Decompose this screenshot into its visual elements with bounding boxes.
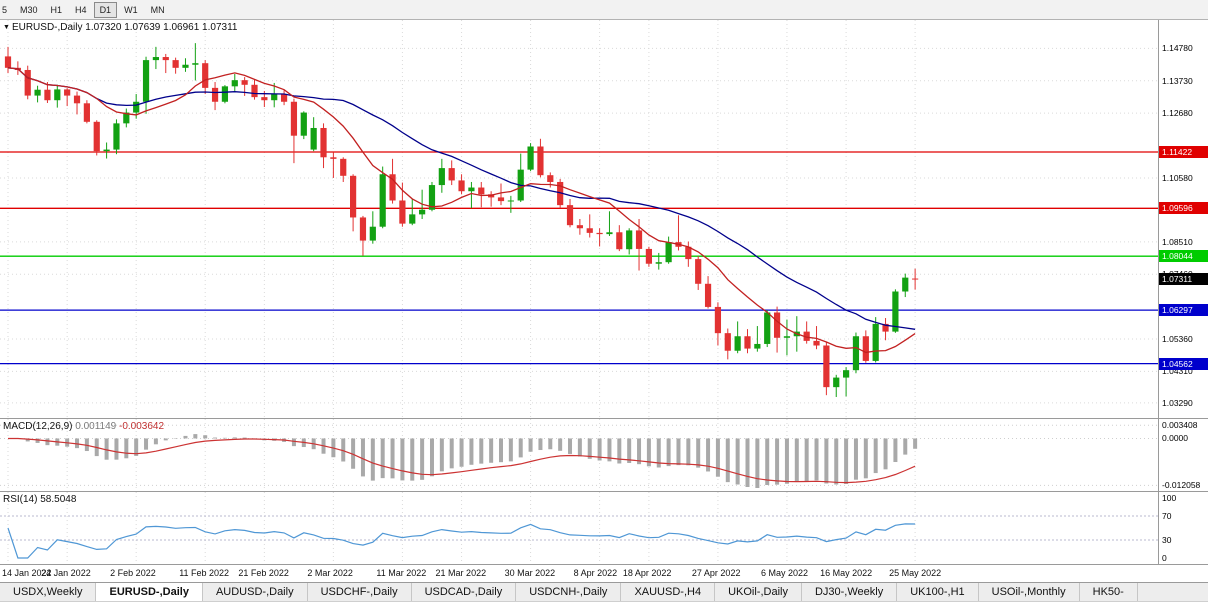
main-chart-row: ▼ EURUSD-,Daily 1.07320 1.07639 1.06961 1… <box>0 20 1208 418</box>
date-tick-label: 11 Feb 2022 <box>179 568 230 578</box>
macd-signal-line <box>8 437 916 484</box>
grid-layer <box>0 20 1158 418</box>
main-chart-canvas[interactable] <box>0 20 1158 418</box>
chart-tab-usdcnh-daily[interactable]: USDCNH-,Daily <box>516 583 622 601</box>
date-tick-label: 11 Mar 2022 <box>376 568 427 578</box>
level-price-badge: 1.11422 <box>1159 145 1208 158</box>
candles-layer <box>4 43 919 398</box>
chart-tab-hk50-[interactable]: HK50- <box>1080 583 1138 601</box>
date-tick-label: 6 May 2022 <box>760 568 808 578</box>
timeframe-button-w1[interactable]: W1 <box>124 4 138 15</box>
rsi-tick: 30 <box>1162 535 1172 545</box>
ma-line-10 <box>7 67 916 354</box>
timeframe-toolbar: 5 M30 H1 H4 D1 W1 MN <box>0 0 1208 20</box>
chart-tab-bar: USDX,Weekly EURUSD-,Daily AUDUSD-,Daily USD… <box>0 582 1208 612</box>
price-tick: 1.04310 <box>1162 366 1193 377</box>
price-tick: 1.14780 <box>1162 43 1193 54</box>
current-price-badge: 1.07311 <box>1159 272 1208 285</box>
chart-tabs: USDX,Weekly EURUSD-,Daily AUDUSD-,Daily USD… <box>0 583 1208 602</box>
rsi-label: RSI(14) 58.5048 <box>3 494 76 505</box>
chart-tab-audusd-daily[interactable]: AUDUSD-,Daily <box>203 583 308 601</box>
price-tick: 1.03290 <box>1162 397 1193 408</box>
macd-canvas[interactable] <box>0 419 1158 491</box>
date-tick-label: 14 Jan 2022 <box>2 568 52 578</box>
chart-tab-usoil-monthly[interactable]: USOil-,Monthly <box>979 583 1080 601</box>
chart-tab-dj30-weekly[interactable]: DJ30-,Weekly <box>802 583 898 601</box>
macd-tick: -0.012058 <box>1162 480 1201 491</box>
date-tick-label: 18 Apr 2022 <box>622 568 672 578</box>
chart-tab-usdchf-daily[interactable]: USDCHF-,Daily <box>308 583 412 601</box>
price-tick: 1.12680 <box>1162 108 1193 119</box>
chart-tab-eurusd-daily[interactable]: EURUSD-,Daily <box>96 583 203 601</box>
rsi-tick: 100 <box>1162 493 1177 503</box>
price-tick: 1.05360 <box>1162 334 1193 345</box>
macd-panel[interactable]: MACD(12,26,9) 0.001149 -0.003642 <box>0 419 1158 491</box>
rsi-name: RSI(14) <box>3 494 38 505</box>
date-tick-label: 16 May 2022 <box>820 568 873 578</box>
chart-title: ▼ EURUSD-,Daily 1.07320 1.07639 1.06961 1… <box>3 22 237 33</box>
date-tick-label: 21 Mar 2022 <box>435 568 487 578</box>
chart-symbol-label: EURUSD-,Daily <box>11 22 83 33</box>
level-price-badge: 1.06297 <box>1159 304 1208 317</box>
price-tick: 1.10580 <box>1162 172 1193 183</box>
main-chart-panel[interactable]: ▼ EURUSD-,Daily 1.07320 1.07639 1.06961 1… <box>0 20 1158 418</box>
date-tick-label: 25 May 2022 <box>889 568 942 578</box>
chart-ohlc-values: 1.07320 1.07639 1.06961 1.07311 <box>85 22 238 33</box>
date-tick-label: 24 Jan 2022 <box>41 568 91 578</box>
rsi-axis[interactable]: 100 70 30 0 <box>1158 492 1208 564</box>
date-tick-label: 30 Mar 2022 <box>504 568 556 578</box>
macd-main-value: 0.001149 <box>75 421 117 432</box>
chart-tab-xauusd-h4[interactable]: XAUUSD-,H4 <box>621 583 716 601</box>
price-axis[interactable]: 1.147801.137301.126801.105801.085101.074… <box>1158 20 1208 418</box>
timeframe-button-m30[interactable]: M30 <box>20 4 38 15</box>
rsi-row: RSI(14) 58.5048 100 70 30 0 <box>0 491 1208 564</box>
macd-tick: 0.0000 <box>1162 433 1188 444</box>
price-tick: 1.13730 <box>1162 75 1193 86</box>
chart-tab-ukoil-daily[interactable]: UKOil-,Daily <box>715 583 802 601</box>
level-price-badge: 1.08044 <box>1159 250 1208 263</box>
price-tick: 1.08510 <box>1162 236 1193 247</box>
date-tick-label: 27 Apr 2022 <box>691 568 741 578</box>
chart-tab-uk100-h1[interactable]: UK100-,H1 <box>897 583 979 601</box>
macd-row: MACD(12,26,9) 0.001149 -0.003642 0.00340… <box>0 418 1208 491</box>
date-tick-label: 8 Apr 2022 <box>573 568 618 578</box>
rsi-canvas[interactable] <box>0 492 1158 564</box>
level-lines[interactable] <box>0 151 1158 365</box>
rsi-tick: 0 <box>1162 553 1167 563</box>
timeframe-button-mn[interactable]: MN <box>150 4 165 15</box>
rsi-value: 58.5048 <box>40 494 77 505</box>
date-tick-label: 21 Feb 2022 <box>238 568 289 578</box>
rsi-panel[interactable]: RSI(14) 58.5048 <box>0 492 1158 564</box>
level-price-badge: 1.04562 <box>1159 357 1208 370</box>
ma-line-24 <box>7 67 916 330</box>
macd-tick: 0.003408 <box>1162 420 1198 431</box>
expander-icon[interactable]: ▼ <box>3 24 10 31</box>
rsi-tick: 70 <box>1162 511 1172 521</box>
macd-name: MACD(12,26,9) <box>3 421 73 432</box>
macd-signal-value: -0.003642 <box>119 421 165 432</box>
macd-axis[interactable]: 0.003408 0.0000 -0.012058 <box>1158 419 1208 491</box>
timeframe-button-h1[interactable]: H1 <box>50 4 63 15</box>
date-tick-label: 2 Feb 2022 <box>110 568 156 578</box>
timeframe-button-h4[interactable]: H4 <box>75 4 87 15</box>
level-price-badge: 1.09596 <box>1159 202 1208 215</box>
chart-tab-usdcad-daily[interactable]: USDCAD-,Daily <box>412 583 517 601</box>
macd-label: MACD(12,26,9) 0.001149 -0.003642 <box>3 421 164 432</box>
timeframe-button-5[interactable]: 5 <box>2 4 8 15</box>
chart-tab-usdx-weekly[interactable]: USDX,Weekly <box>0 583 97 601</box>
date-tick-label: 2 Mar 2022 <box>307 568 353 578</box>
date-axis[interactable]: 14 Jan 2022 24 Jan 2022 2 Feb 2022 11 Feb 2… <box>0 564 1208 582</box>
rsi-line <box>7 523 916 559</box>
timeframe-button-d1[interactable]: D1 <box>93 1 118 18</box>
